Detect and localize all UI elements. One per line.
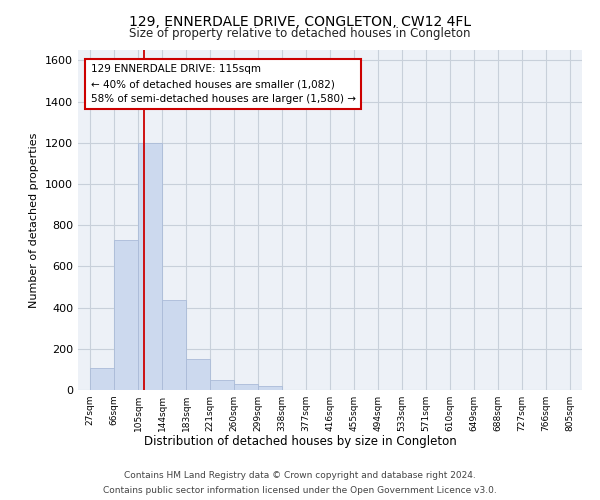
Text: Contains HM Land Registry data © Crown copyright and database right 2024.: Contains HM Land Registry data © Crown c… — [124, 471, 476, 480]
Text: 129, ENNERDALE DRIVE, CONGLETON, CW12 4FL: 129, ENNERDALE DRIVE, CONGLETON, CW12 4F… — [129, 15, 471, 29]
Bar — [210, 380, 233, 390]
Text: 129 ENNERDALE DRIVE: 115sqm
← 40% of detached houses are smaller (1,082)
58% of : 129 ENNERDALE DRIVE: 115sqm ← 40% of det… — [91, 64, 356, 104]
Text: Distribution of detached houses by size in Congleton: Distribution of detached houses by size … — [143, 435, 457, 448]
Bar — [90, 368, 114, 390]
Text: Contains public sector information licensed under the Open Government Licence v3: Contains public sector information licen… — [103, 486, 497, 495]
Bar — [258, 386, 282, 390]
Bar — [139, 142, 162, 390]
Y-axis label: Number of detached properties: Number of detached properties — [29, 132, 40, 308]
Bar — [114, 240, 138, 390]
Text: Size of property relative to detached houses in Congleton: Size of property relative to detached ho… — [129, 28, 471, 40]
Bar — [187, 359, 210, 390]
Bar — [234, 384, 257, 390]
Bar — [163, 300, 186, 390]
